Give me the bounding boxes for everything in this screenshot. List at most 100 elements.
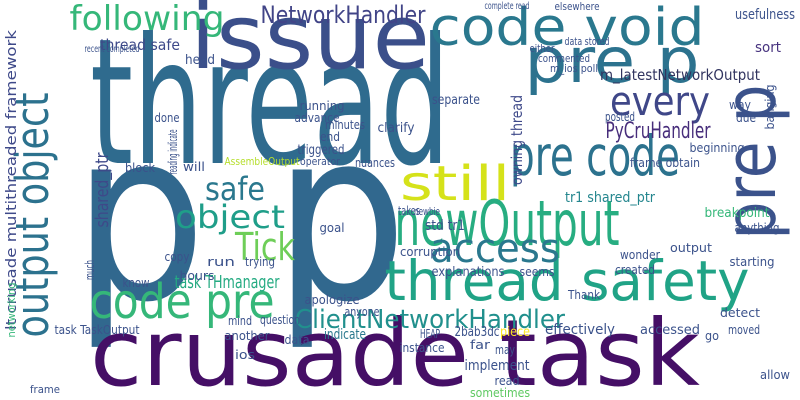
word: operator <box>300 155 340 168</box>
word: Thank <box>567 288 600 302</box>
word: issue <box>190 0 430 90</box>
word: apologize <box>305 293 360 307</box>
word: end <box>320 130 340 144</box>
word: task TaskOutput <box>55 323 140 337</box>
word: know <box>123 276 150 290</box>
word: read <box>495 374 520 388</box>
word: networking <box>5 283 18 338</box>
word: newbie <box>414 205 440 218</box>
word: recent completed <box>85 44 140 55</box>
word: takes <box>398 204 420 218</box>
word: far <box>470 338 490 352</box>
word: due <box>736 111 756 125</box>
word: commented <box>538 52 590 65</box>
word: anyone <box>345 305 380 319</box>
word: block <box>125 161 155 175</box>
word: Tick <box>234 225 295 269</box>
word: way <box>729 98 751 112</box>
word: another <box>225 329 270 343</box>
word: ios <box>235 348 255 362</box>
word: pre p <box>525 24 700 97</box>
word: allow <box>760 368 790 382</box>
word: mind <box>228 314 252 328</box>
word: sort <box>755 40 781 56</box>
word: detect <box>720 306 760 320</box>
word: reading indicate <box>166 130 180 175</box>
word: sometimes <box>470 386 530 400</box>
word: following <box>70 0 225 39</box>
word: std tr1 <box>425 218 465 234</box>
word: copy <box>165 250 190 264</box>
word: instance <box>400 341 445 355</box>
word: pre code <box>510 124 680 188</box>
word: safe <box>205 170 265 208</box>
word: head <box>185 53 215 68</box>
word: usefulness <box>735 7 795 23</box>
word: thread safe <box>100 36 180 54</box>
word: indicate <box>324 327 366 343</box>
word: separate <box>432 93 480 108</box>
word: goal <box>320 221 345 235</box>
word: done <box>155 111 180 125</box>
word: advance <box>295 111 340 125</box>
word: output <box>670 241 712 255</box>
word: go <box>705 329 719 343</box>
word: run <box>207 255 235 269</box>
word: task THmanager <box>175 272 280 293</box>
word: newOutput <box>395 187 620 260</box>
word: may <box>495 343 515 357</box>
word: thread <box>90 2 450 205</box>
word: implement <box>465 358 530 374</box>
word: clarify <box>378 121 415 136</box>
word: corruption <box>400 245 460 259</box>
word: wonder <box>620 248 660 262</box>
word: tr1 shared_ptr <box>565 190 655 206</box>
word: frame obtain <box>630 156 700 170</box>
word: banging <box>763 85 777 130</box>
word: NetworkHandler <box>261 1 426 29</box>
word: object <box>175 198 285 236</box>
word: trying <box>245 255 275 269</box>
word: m_latestNetworkOutput <box>600 66 760 85</box>
word: accessed <box>640 323 700 338</box>
word: complete read <box>485 1 530 12</box>
word: posted <box>605 110 635 124</box>
word: moved <box>728 323 760 337</box>
word: access <box>430 226 560 272</box>
word: beginning <box>690 141 745 155</box>
word: minutes <box>325 118 365 132</box>
word: question <box>260 313 300 327</box>
word: breakpoint <box>705 206 770 221</box>
word: explanations <box>432 265 505 280</box>
word: created <box>615 263 655 277</box>
word: starting <box>730 255 775 269</box>
word: 2bab3dc <box>455 325 500 340</box>
word: frame <box>30 383 60 396</box>
word: hours <box>180 269 215 283</box>
word: code pre <box>90 274 275 330</box>
word: AssembleOutput <box>225 155 301 168</box>
word: m_ios poll <box>550 62 598 75</box>
word: will <box>183 160 205 174</box>
word: either <box>530 42 555 55</box>
word: owning thread <box>508 95 526 185</box>
word: crusade task <box>90 300 701 400</box>
word: elsewhere <box>555 0 600 13</box>
word: piece <box>500 325 530 340</box>
word: triggered <box>298 143 345 158</box>
word: lt crusade multithreaded framework <box>4 29 20 330</box>
word: ClientNetworkHandler <box>295 305 565 335</box>
word: HEAP <box>420 327 440 341</box>
word: data <box>285 333 310 347</box>
word: code void <box>430 0 705 58</box>
word: effectively <box>545 322 615 338</box>
word: every <box>610 79 710 125</box>
word: still <box>400 156 510 212</box>
word: PyCruHandler <box>606 119 712 144</box>
word: anything <box>735 221 780 235</box>
word: output object <box>6 93 59 338</box>
word: thread safety <box>385 249 750 313</box>
word: shared_ptr <box>92 152 113 227</box>
